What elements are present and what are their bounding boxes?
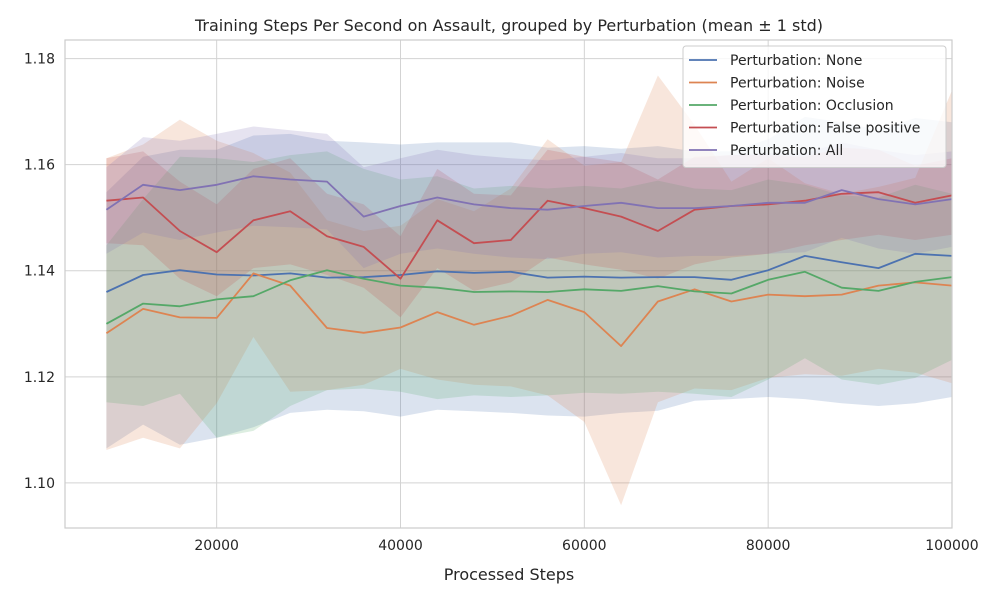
mean-line-series-5 (105, 175, 953, 218)
mean-line-series-3 (105, 269, 953, 325)
mean-line-series-1 (106, 252, 953, 293)
y-tick-label: 1.18 (24, 52, 55, 68)
legend-label: Perturbation: Noise (730, 76, 865, 92)
mean-line-series-2 (105, 272, 953, 348)
legend-label: Perturbation: None (730, 53, 862, 69)
mean-line-series-4 (106, 191, 953, 280)
x-tick-label: 20000 (194, 538, 239, 554)
std-band-series-2 (106, 75, 952, 506)
legend-box (682, 45, 947, 168)
y-tick-label: 1.12 (24, 370, 55, 386)
x-tick-label: 80000 (746, 538, 791, 554)
plot-area: 20000 40000 60000 80000 100000 1.10 1.12 1.14 1.… (24, 39, 979, 554)
legend-label: Perturbation: Occlusion (730, 98, 894, 114)
std-band-series-3 (106, 151, 952, 438)
std-band-series-1 (106, 116, 952, 449)
axes-frame (64, 39, 953, 529)
legend-label: Perturbation: All (730, 143, 843, 159)
chart-title: Training Steps Per Second on Assault, gr… (194, 16, 823, 35)
std-band-series-4 (106, 147, 952, 318)
legend-label: Perturbation: False positive (730, 121, 920, 137)
y-tick-label: 1.16 (24, 158, 55, 174)
x-tick-label: 100000 (925, 538, 978, 554)
x-tick-label: 60000 (562, 538, 607, 554)
x-axis-label: Processed Steps (444, 565, 575, 584)
y-tick-label: 1.14 (24, 264, 55, 280)
y-tick-label: 1.10 (24, 476, 55, 492)
x-tick-label: 40000 (378, 538, 423, 554)
